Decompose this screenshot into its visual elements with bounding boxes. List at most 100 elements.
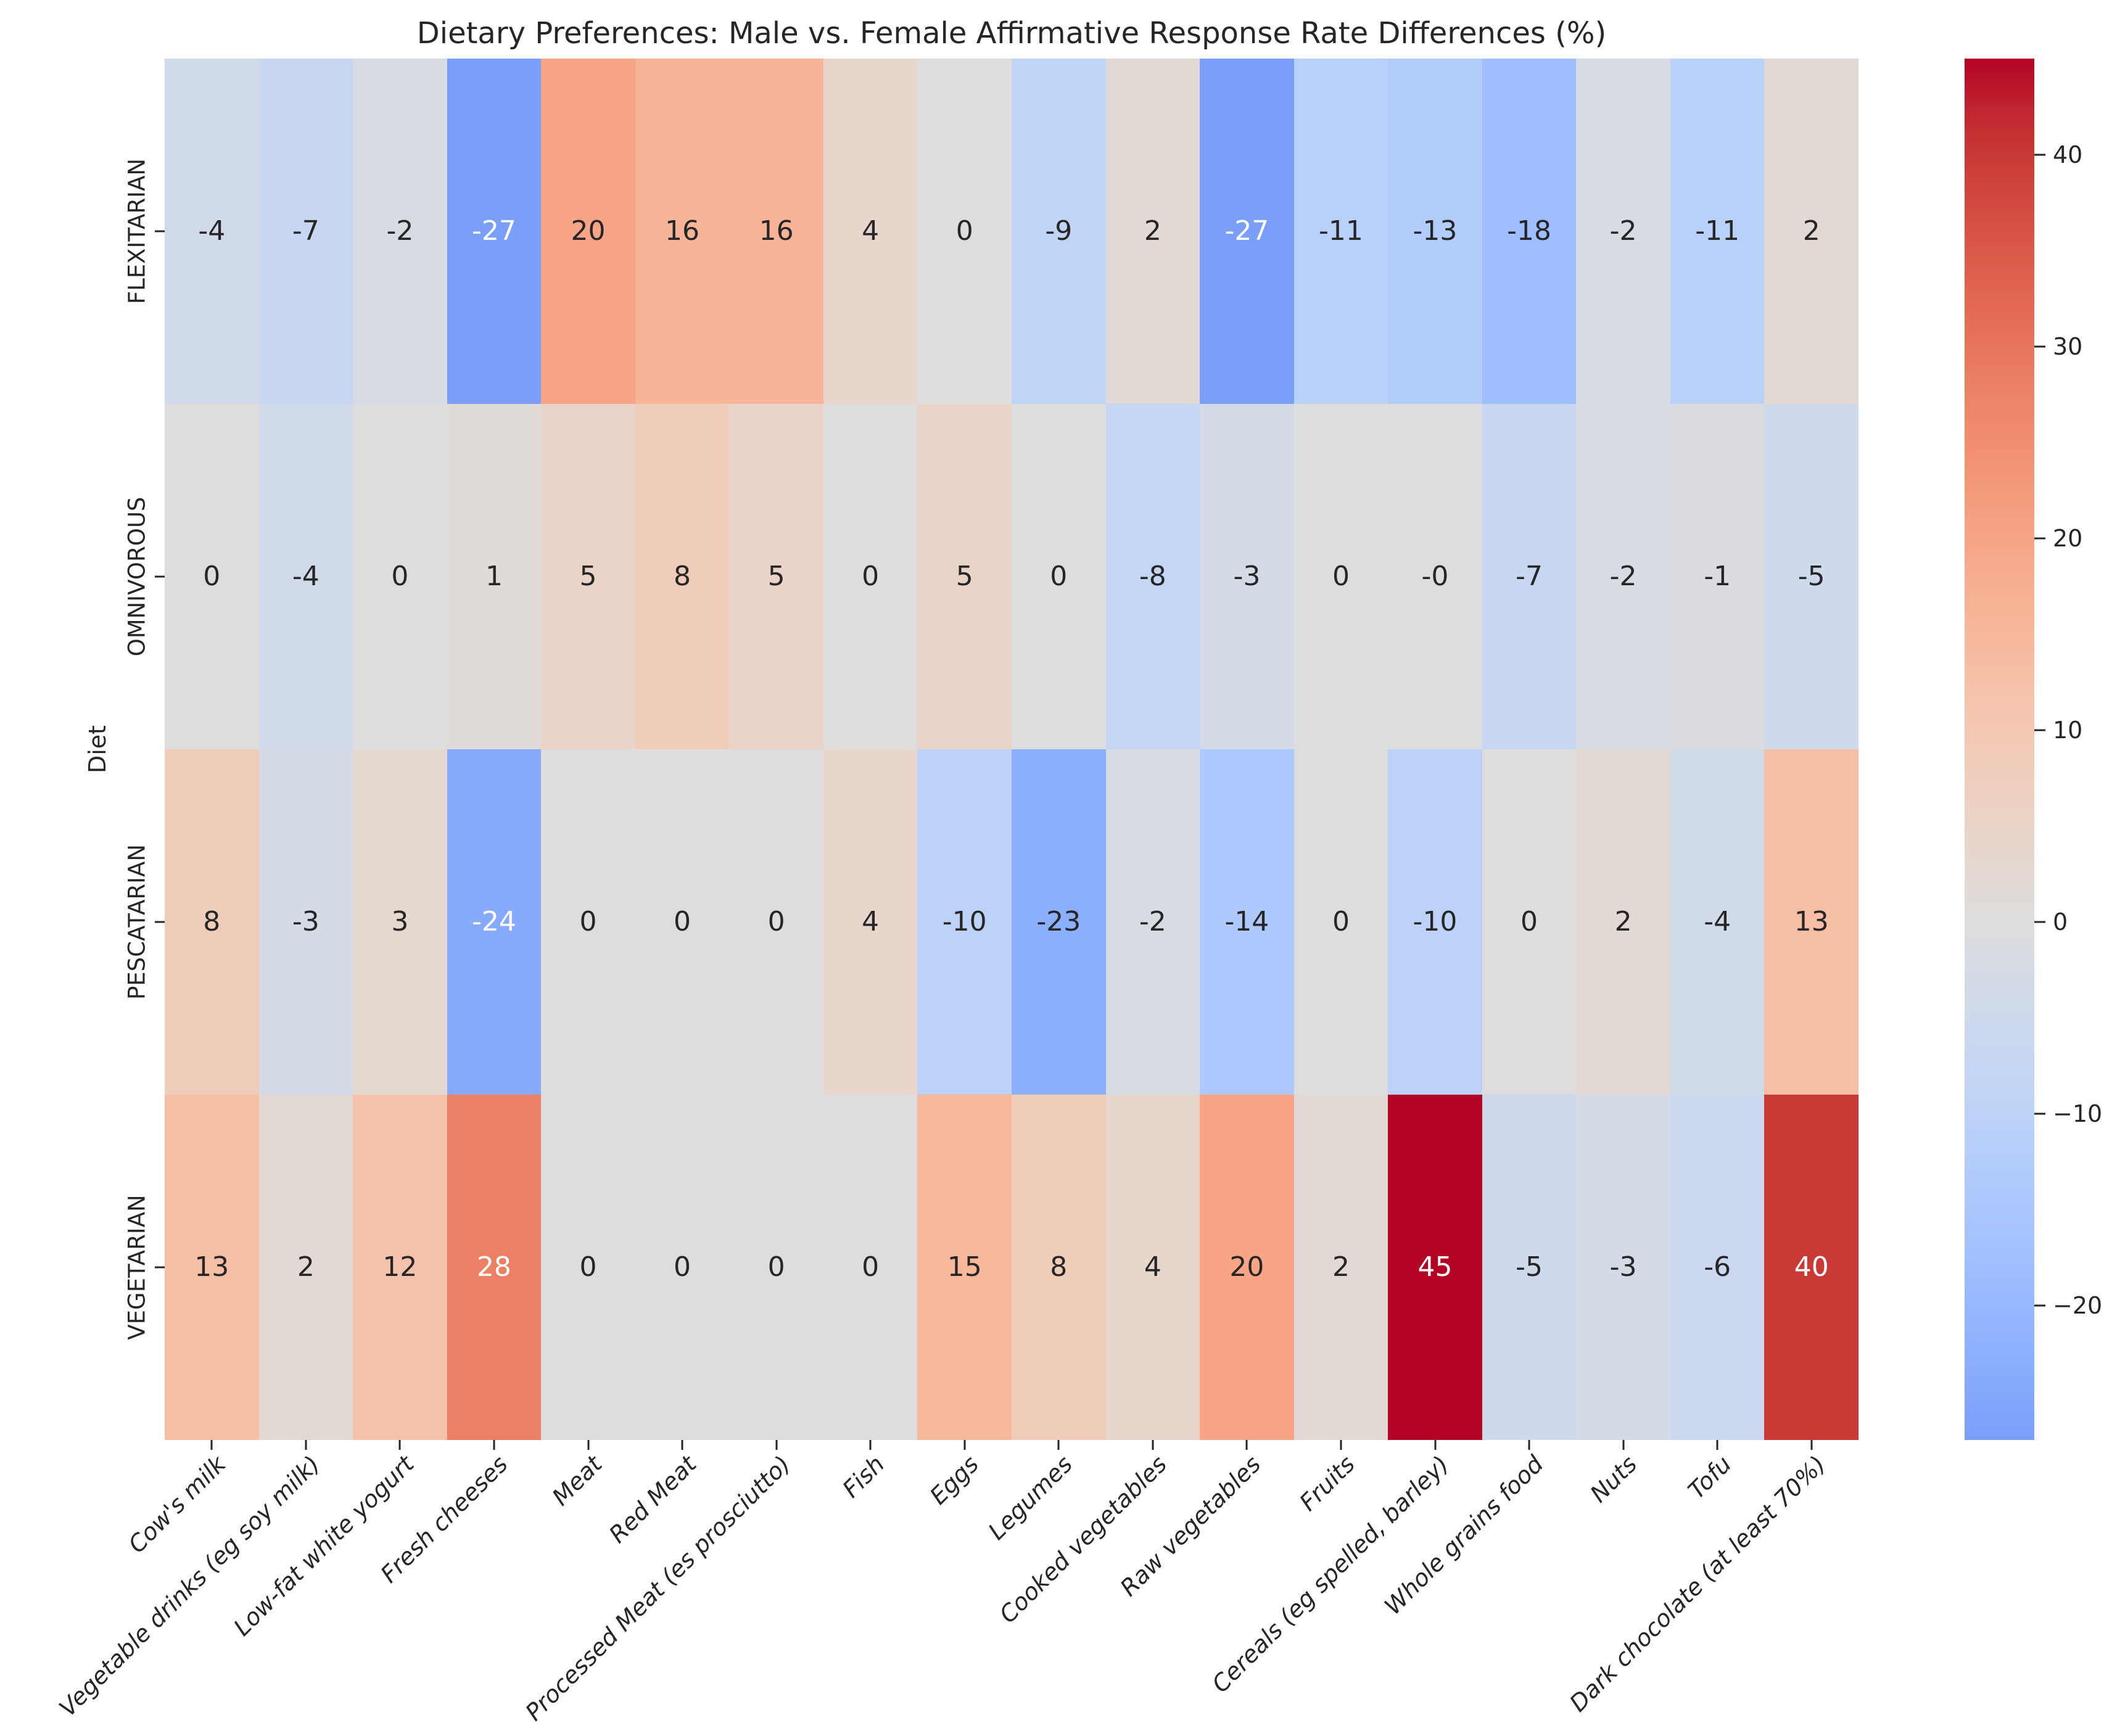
cell-value: 2 bbox=[1802, 215, 1820, 247]
cell-value: -7 bbox=[292, 215, 320, 247]
cell-value: -23 bbox=[1036, 906, 1081, 937]
heatmap-cell: 0 bbox=[635, 1095, 730, 1440]
cell-value: 4 bbox=[862, 215, 880, 247]
x-tick-mark bbox=[1810, 1440, 1813, 1450]
heatmap-cell: -4 bbox=[165, 59, 259, 404]
x-tick-mark bbox=[398, 1440, 401, 1450]
y-tick-mark bbox=[155, 575, 165, 578]
cell-value: 12 bbox=[382, 1251, 418, 1283]
heatmap-cell: -4 bbox=[1670, 749, 1765, 1095]
x-tick-mark bbox=[305, 1440, 307, 1450]
cell-value: 16 bbox=[759, 215, 794, 247]
heatmap-cell: -2 bbox=[1576, 404, 1670, 749]
colorbar-tick-label: 0 bbox=[2053, 908, 2068, 936]
heatmap-cell: -10 bbox=[1388, 749, 1482, 1095]
x-tick-label: Fruits bbox=[1294, 1450, 1361, 1516]
x-tick-mark bbox=[1528, 1440, 1530, 1450]
heatmap-cell: -2 bbox=[353, 59, 447, 404]
colorbar-tick-mark bbox=[2034, 154, 2045, 156]
cell-value: 8 bbox=[1050, 1251, 1068, 1283]
colorbar-tick-label: −10 bbox=[2053, 1100, 2103, 1128]
heatmap-cell: 20 bbox=[541, 59, 635, 404]
colorbar-tick-mark bbox=[2034, 1113, 2045, 1115]
heatmap-cell: -14 bbox=[1200, 749, 1294, 1095]
cell-value: 1 bbox=[485, 561, 503, 592]
x-tick-label: Fish bbox=[837, 1450, 890, 1504]
y-tick-label: FLEXITARIAN bbox=[123, 158, 151, 305]
heatmap-cell: 45 bbox=[1388, 1095, 1482, 1440]
heatmap-cell: -11 bbox=[1293, 59, 1388, 404]
cell-value: -5 bbox=[1797, 561, 1825, 592]
heatmap-grid: -4 -7 -2 -27 20 16 16 4 0 -9 2 -27 -11 -13 -18 -2 -11 2 0-… bbox=[165, 59, 1859, 1440]
cell-value: 5 bbox=[955, 561, 973, 592]
heatmap-cell: 0 bbox=[541, 749, 635, 1095]
heatmap-cell: 20 bbox=[1200, 1095, 1294, 1440]
cell-value: 0 bbox=[1050, 561, 1068, 592]
heatmap-cell: -2 bbox=[1576, 59, 1670, 404]
x-tick-mark bbox=[210, 1440, 213, 1450]
heatmap-cell: 0 bbox=[1482, 749, 1577, 1095]
cell-value: -8 bbox=[1139, 561, 1166, 592]
heatmap-cell: 1 bbox=[447, 404, 542, 749]
cell-value: -10 bbox=[942, 906, 987, 937]
heatmap-cell: -7 bbox=[1482, 404, 1577, 749]
y-tick-mark bbox=[155, 230, 165, 232]
colorbar-tick-label: −20 bbox=[2053, 1292, 2103, 1320]
heatmap-cell: 0 bbox=[729, 1095, 823, 1440]
cell-value: 0 bbox=[862, 1251, 880, 1283]
cell-value: 0 bbox=[391, 561, 409, 592]
cell-value: -7 bbox=[1516, 561, 1543, 592]
heatmap-cell: 2 bbox=[1293, 1095, 1388, 1440]
heatmap-cell: -0 bbox=[1388, 404, 1482, 749]
heatmap-cell: 2 bbox=[1764, 59, 1859, 404]
x-tick-label: Nuts bbox=[1585, 1450, 1643, 1508]
heatmap-cell: 40 bbox=[1764, 1095, 1859, 1440]
x-tick-label: Cooked vegetables bbox=[994, 1450, 1172, 1629]
cell-value: -14 bbox=[1224, 906, 1269, 937]
heatmap-cell: -8 bbox=[1105, 404, 1200, 749]
cell-value: 3 bbox=[391, 906, 409, 937]
x-tick-label: Eggs bbox=[924, 1450, 984, 1510]
x-tick-mark bbox=[587, 1440, 589, 1450]
heatmap-cell: -3 bbox=[1576, 1095, 1670, 1440]
cell-value: -3 bbox=[292, 906, 320, 937]
heatmap-cell: -5 bbox=[1482, 1095, 1577, 1440]
colorbar-tick-label: 10 bbox=[2053, 716, 2083, 744]
x-tick-label: Red Meat bbox=[603, 1450, 702, 1549]
heatmap-cell: 12 bbox=[353, 1095, 447, 1440]
heatmap-cell: 28 bbox=[447, 1095, 542, 1440]
heatmap-cell: -13 bbox=[1388, 59, 1482, 404]
heatmap-cell: 4 bbox=[823, 749, 918, 1095]
cell-value: 4 bbox=[862, 906, 880, 937]
cell-value: 13 bbox=[1794, 906, 1829, 937]
heatmap-cell: 0 bbox=[917, 59, 1012, 404]
cell-value: 2 bbox=[1332, 1251, 1350, 1283]
x-tick-mark bbox=[869, 1440, 872, 1450]
heatmap-cell: 0 bbox=[823, 404, 918, 749]
cell-value: 0 bbox=[862, 561, 880, 592]
heatmap-cell: -2 bbox=[1105, 749, 1200, 1095]
cell-value: 20 bbox=[571, 215, 606, 247]
cell-value: 0 bbox=[1332, 906, 1350, 937]
cell-value: 8 bbox=[203, 906, 221, 937]
cell-value: 5 bbox=[767, 561, 785, 592]
heatmap-cell: -18 bbox=[1482, 59, 1577, 404]
cell-value: 2 bbox=[1614, 906, 1632, 937]
colorbar-tick-mark bbox=[2034, 345, 2045, 348]
heatmap-cell: 8 bbox=[165, 749, 259, 1095]
cell-value: -0 bbox=[1421, 561, 1449, 592]
colorbar-tick-mark bbox=[2034, 1304, 2045, 1307]
heatmap-cell: 0 bbox=[541, 1095, 635, 1440]
cell-value: 28 bbox=[476, 1251, 511, 1283]
x-tick-mark bbox=[1622, 1440, 1625, 1450]
cell-value: 40 bbox=[1794, 1251, 1829, 1283]
heatmap-cell: -3 bbox=[1200, 404, 1294, 749]
colorbar-tick-label: 30 bbox=[2053, 332, 2083, 360]
x-tick-label: Tofu bbox=[1683, 1450, 1737, 1505]
cell-value: 15 bbox=[947, 1251, 982, 1283]
x-tick-mark bbox=[1434, 1440, 1436, 1450]
cell-value: -1 bbox=[1704, 561, 1731, 592]
heatmap-cell: 5 bbox=[541, 404, 635, 749]
cell-value: 20 bbox=[1229, 1251, 1264, 1283]
cell-value: 0 bbox=[1332, 561, 1350, 592]
